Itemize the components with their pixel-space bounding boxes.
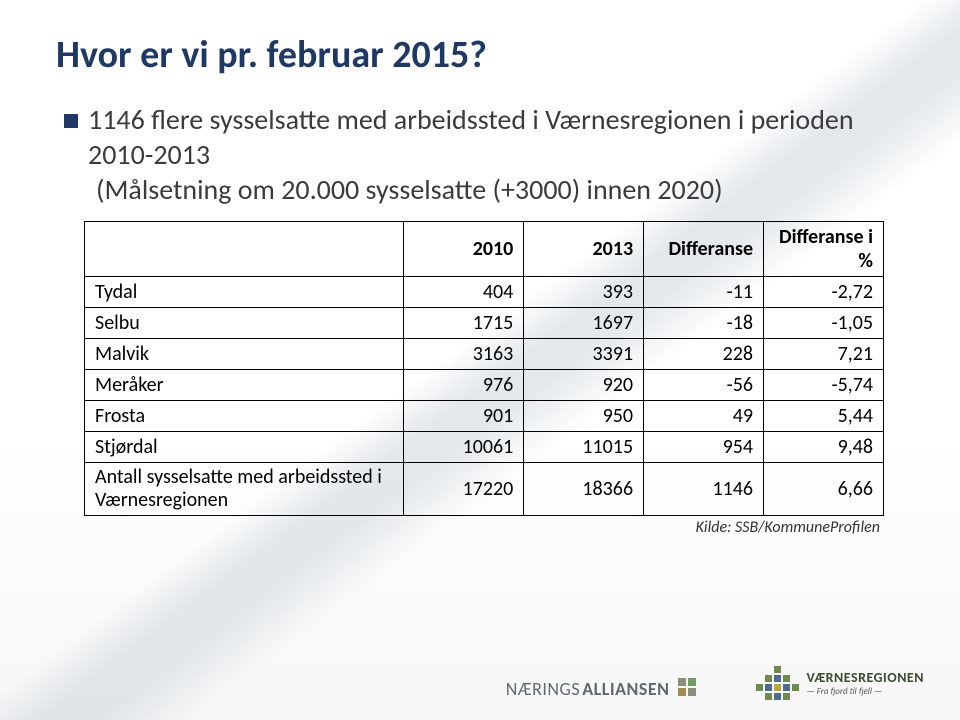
footer-logos: NÆRINGSALLIANSEN VÆRNESREGIONEN — Fra fj…	[506, 666, 924, 700]
cell: 17220	[404, 463, 524, 516]
cell: 18366	[524, 463, 644, 516]
table-row: Frosta 901 950 49 5,44	[85, 401, 884, 432]
source-citation: Kilde: SSB/KommuneProfilen	[84, 518, 880, 537]
bullet-line-1: 1146 flere sysselsatte med arbeidssted i…	[88, 102, 904, 172]
cell: 228	[644, 339, 764, 370]
cell: Stjørdal	[85, 432, 404, 463]
page-title: Hvor er vi pr. februar 2015?	[56, 32, 904, 78]
table-row-total: Antall sysselsatte med arbeidssted i Vær…	[85, 463, 884, 516]
naeringsalliansen-logo: NÆRINGSALLIANSEN	[506, 678, 696, 700]
cell: 393	[524, 277, 644, 308]
cell: 3163	[404, 339, 524, 370]
cell: 3391	[524, 339, 644, 370]
col-header: 2010	[404, 222, 524, 277]
cell: 11015	[524, 432, 644, 463]
data-table: 2010 2013 Differanse Differanse i % Tyda…	[84, 221, 884, 516]
table-header-row: 2010 2013 Differanse Differanse i %	[85, 222, 884, 277]
cell: Malvik	[85, 339, 404, 370]
bullet-icon	[64, 114, 78, 128]
cell: 1146	[644, 463, 764, 516]
table-row: Stjørdal 10061 11015 954 9,48	[85, 432, 884, 463]
cell: 954	[644, 432, 764, 463]
bullet-line-2: (Målsetning om 20.000 sysselsatte (+3000…	[96, 172, 904, 207]
logo-mark-icon	[756, 666, 799, 700]
cell: 7,21	[764, 339, 884, 370]
cell: 976	[404, 370, 524, 401]
cell: 950	[524, 401, 644, 432]
cell: 10061	[404, 432, 524, 463]
cell: 9,48	[764, 432, 884, 463]
cell: 920	[524, 370, 644, 401]
cell: 5,44	[764, 401, 884, 432]
bullet-block: 1146 flere sysselsatte med arbeidssted i…	[64, 102, 904, 207]
cell: 1715	[404, 308, 524, 339]
cell: 6,66	[764, 463, 884, 516]
cell: -5,74	[764, 370, 884, 401]
table-row: Tydal 404 393 -11 -2,72	[85, 277, 884, 308]
cell: Selbu	[85, 308, 404, 339]
cell: Tydal	[85, 277, 404, 308]
cell: 1697	[524, 308, 644, 339]
cell: Meråker	[85, 370, 404, 401]
cell: 49	[644, 401, 764, 432]
logo-text-bold: ALLIANSEN	[582, 678, 669, 700]
cell: 901	[404, 401, 524, 432]
col-header: Differanse	[644, 222, 764, 277]
cell: -18	[644, 308, 764, 339]
logo2-title: VÆRNESREGIONEN	[807, 671, 924, 685]
cell: Frosta	[85, 401, 404, 432]
cell: 404	[404, 277, 524, 308]
cell: -1,05	[764, 308, 884, 339]
cell: Antall sysselsatte med arbeidssted i Vær…	[85, 463, 404, 516]
cell: -11	[644, 277, 764, 308]
cell: -2,72	[764, 277, 884, 308]
table-row: Selbu 1715 1697 -18 -1,05	[85, 308, 884, 339]
table-row: Meråker 976 920 -56 -5,74	[85, 370, 884, 401]
vaernesregionen-logo: VÆRNESREGIONEN — Fra fjord til fjell —	[756, 666, 924, 700]
cell: -56	[644, 370, 764, 401]
logo2-tagline: — Fra fjord til fjell —	[807, 687, 924, 696]
col-header	[85, 222, 404, 277]
col-header: Differanse i %	[764, 222, 884, 277]
table-row: Malvik 3163 3391 228 7,21	[85, 339, 884, 370]
col-header: 2013	[524, 222, 644, 277]
logo-text-thin: NÆRINGS	[506, 678, 580, 700]
logo-mark-icon	[678, 678, 696, 696]
